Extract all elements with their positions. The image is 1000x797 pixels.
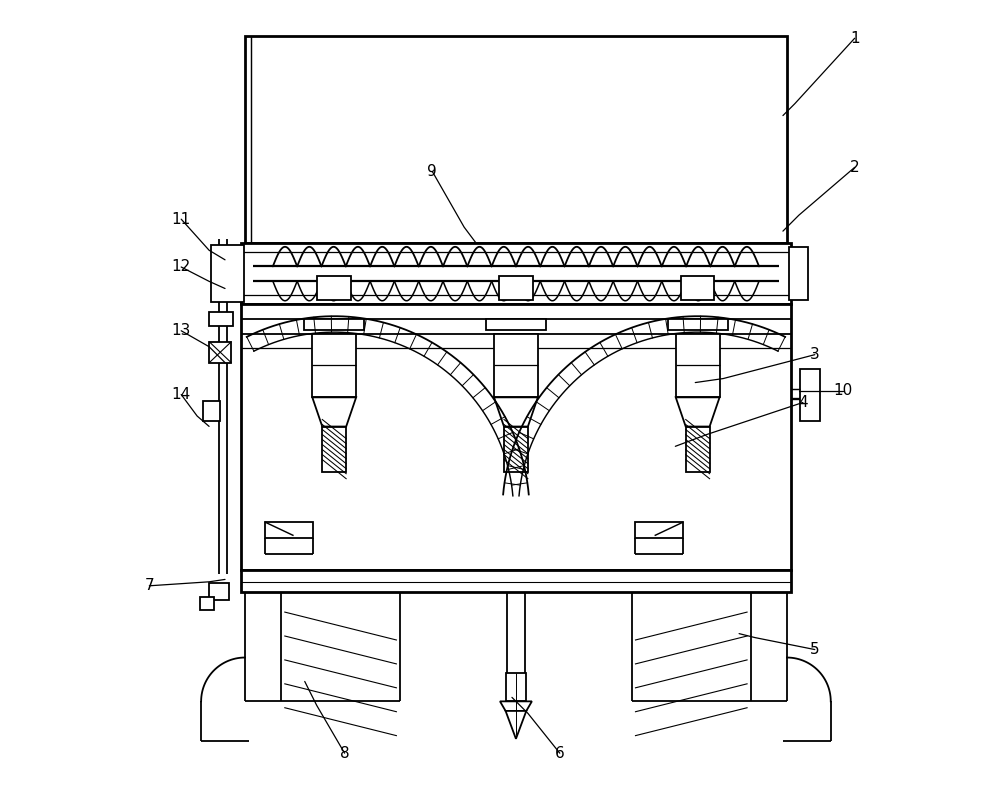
Polygon shape <box>312 398 356 426</box>
Bar <box>506 673 526 701</box>
Text: 11: 11 <box>172 212 191 226</box>
Text: 2: 2 <box>850 160 859 175</box>
Bar <box>668 319 728 331</box>
Bar <box>686 426 710 472</box>
Text: 8: 8 <box>340 746 349 760</box>
Bar <box>211 245 244 302</box>
Text: 6: 6 <box>555 746 565 760</box>
Polygon shape <box>676 398 720 426</box>
Bar <box>241 570 791 592</box>
Bar <box>494 334 538 398</box>
Bar <box>322 426 346 472</box>
Bar <box>635 522 683 538</box>
Text: 7: 7 <box>145 579 154 593</box>
Bar <box>203 402 220 422</box>
Text: 13: 13 <box>172 324 191 338</box>
Text: 12: 12 <box>172 260 191 274</box>
Bar <box>504 426 528 472</box>
Polygon shape <box>506 711 526 739</box>
Bar <box>317 277 351 300</box>
Bar <box>209 312 233 326</box>
Bar <box>209 583 229 600</box>
Polygon shape <box>500 701 532 711</box>
Polygon shape <box>494 398 538 426</box>
Bar <box>241 304 791 570</box>
Bar <box>789 247 808 300</box>
Bar <box>304 319 364 331</box>
Text: 5: 5 <box>810 642 820 657</box>
Text: 1: 1 <box>850 31 859 45</box>
Bar <box>312 334 356 398</box>
Text: 9: 9 <box>427 164 437 179</box>
Bar <box>499 277 533 300</box>
Bar <box>676 334 720 398</box>
Text: 3: 3 <box>810 347 820 362</box>
Text: 4: 4 <box>798 395 808 410</box>
Bar <box>241 243 791 304</box>
Bar <box>486 319 546 331</box>
Bar <box>800 369 820 421</box>
Bar <box>245 36 787 243</box>
Text: 10: 10 <box>833 383 852 398</box>
Bar <box>200 597 214 610</box>
Text: 14: 14 <box>172 387 191 402</box>
Bar <box>209 342 231 363</box>
Bar <box>265 522 313 538</box>
Bar <box>681 277 714 300</box>
